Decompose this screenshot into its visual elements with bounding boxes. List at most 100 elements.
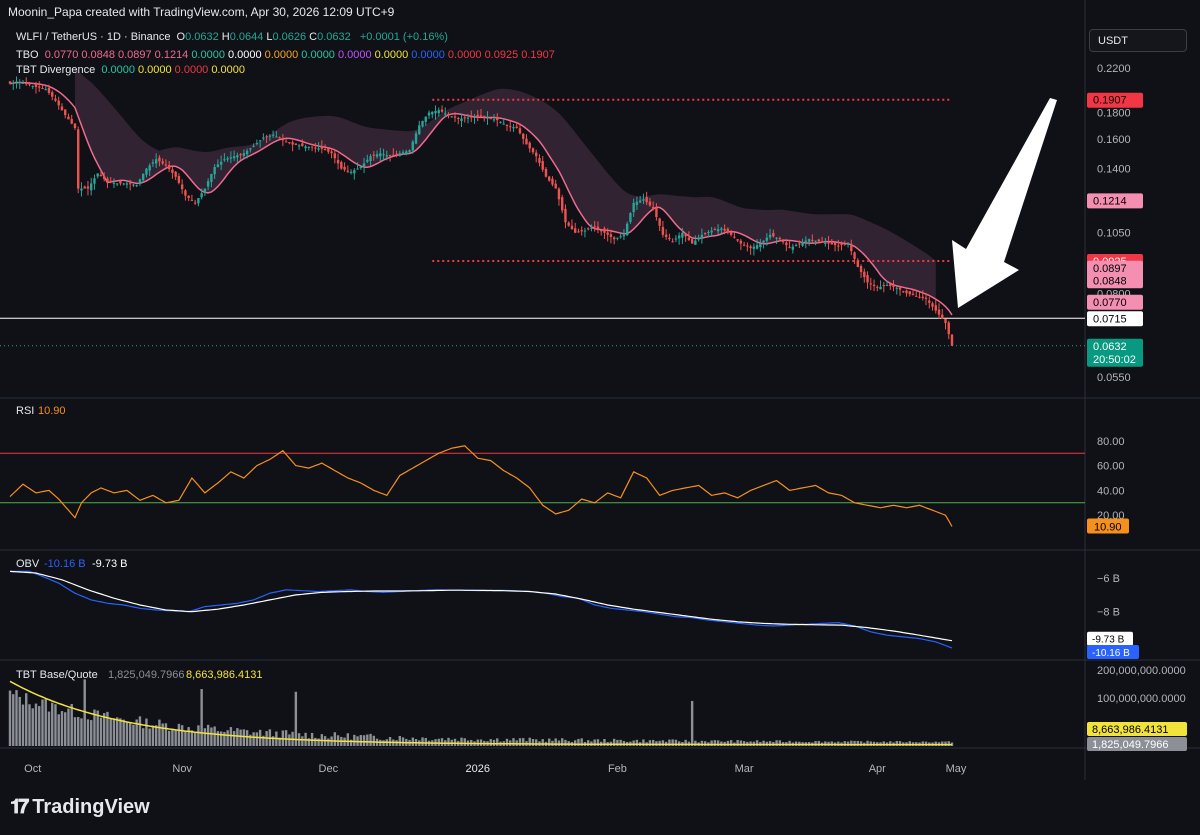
candle-body [541,161,544,170]
volume-bar [632,740,635,746]
currency-button[interactable]: USDT [1089,29,1187,52]
volume-bar [476,739,479,746]
candle-body [889,283,892,286]
candle-body [288,142,291,144]
candle-body [733,236,736,238]
candle-body [281,139,285,141]
candle-body [151,162,155,164]
time-tick-label: May [946,763,967,775]
candle-body [742,244,746,246]
candle-body [447,113,450,116]
candle-body [535,152,538,157]
candle-body [661,227,665,235]
divergence-legend[interactable]: TBT Divergence 0.0000 0.0000 0.0000 0.0000 [16,64,251,76]
candle-body [362,163,366,167]
candle-body [908,291,911,295]
time-tick-label: Nov [172,763,192,775]
rsi-value: 10.90 [38,405,66,417]
volume-bar [12,694,15,746]
rsi-value-badge [1087,518,1129,534]
volume-bar [424,737,427,746]
candle-body [109,180,112,183]
candle-body [268,135,272,137]
volume-bar [38,706,41,746]
candle-body [434,110,437,114]
volume-bar [898,741,902,746]
candle-body [736,239,739,241]
candle-body [73,123,77,128]
volume-bar [736,740,739,746]
volume-bar [924,741,928,746]
candle-body [70,119,73,124]
candle-body [944,318,947,324]
price-label-text: 0.0897 [1093,263,1127,275]
volume-bar [671,739,674,746]
candle-body [775,237,778,239]
rsi-line [9,445,953,527]
candle-body [590,227,593,229]
tbo-value: 0.0000 [264,49,299,61]
volume-bar [366,734,369,746]
candle-body [398,153,401,156]
candle-body [297,145,301,147]
volume-bar [25,693,28,746]
candle-body [622,234,626,237]
tbo-legend[interactable]: TBO 0.0770 0.0848 0.0897 0.1214 0.0000 0.0000… [16,49,561,61]
volume-bar [694,740,697,746]
ohlc-value: 0.0632 [317,31,351,43]
candle-body [918,296,921,298]
volume-bar [775,740,778,746]
volume-bar [96,710,99,746]
volume-bar [739,740,743,746]
candle-body [785,242,788,246]
candle-body [872,284,876,286]
volume-bar [642,739,645,746]
ohlc-key: H [221,31,230,43]
candle-body [856,260,859,268]
volume-bar [635,739,639,746]
candle-body [414,133,418,144]
volume-bar [846,741,850,746]
tradingview-mark-icon: 𝟏𝟕 [10,796,29,818]
volume-bar [112,718,116,746]
candle-body [677,235,681,239]
ohlc-value: 0.0644 [229,31,264,43]
volume-bar [353,734,356,746]
brand-name: TradingView [32,796,150,818]
volume-bar [768,741,772,746]
candle-body [382,154,385,156]
candle-body [80,188,83,191]
candle-body [570,225,574,230]
volume-bar [41,699,44,746]
volume-bar [778,740,782,746]
volume-bar [859,741,863,746]
obv-line [10,570,953,649]
volume-bar [151,725,155,746]
volume-bar [658,740,661,746]
volume-bar [668,739,671,746]
candle-body [898,287,902,290]
candle-body [664,234,668,237]
tbo-value: 0.1214 [154,49,189,61]
volume-bar [616,739,619,746]
candle-body [690,239,694,244]
candle-body [762,240,765,243]
candle-body [635,201,639,205]
candle-body [427,112,431,116]
vol-base-value: 1,825,049.7966 [108,669,184,681]
volume-bar [317,738,320,746]
candle-body [574,228,577,233]
candle-body [921,296,924,298]
symbol-legend[interactable]: WLFI / TetherUS · 1D · Binance O0.0632 H0… [16,31,451,43]
candle-body [830,241,834,245]
volume-bar [577,738,580,746]
volume-bar [479,739,483,746]
candle-body [840,243,843,246]
candle-body [21,82,25,84]
candle-body [411,141,414,151]
candle-body [34,84,38,87]
candle-body [106,178,109,182]
candle-body [99,174,103,177]
volume-bar [382,740,385,746]
